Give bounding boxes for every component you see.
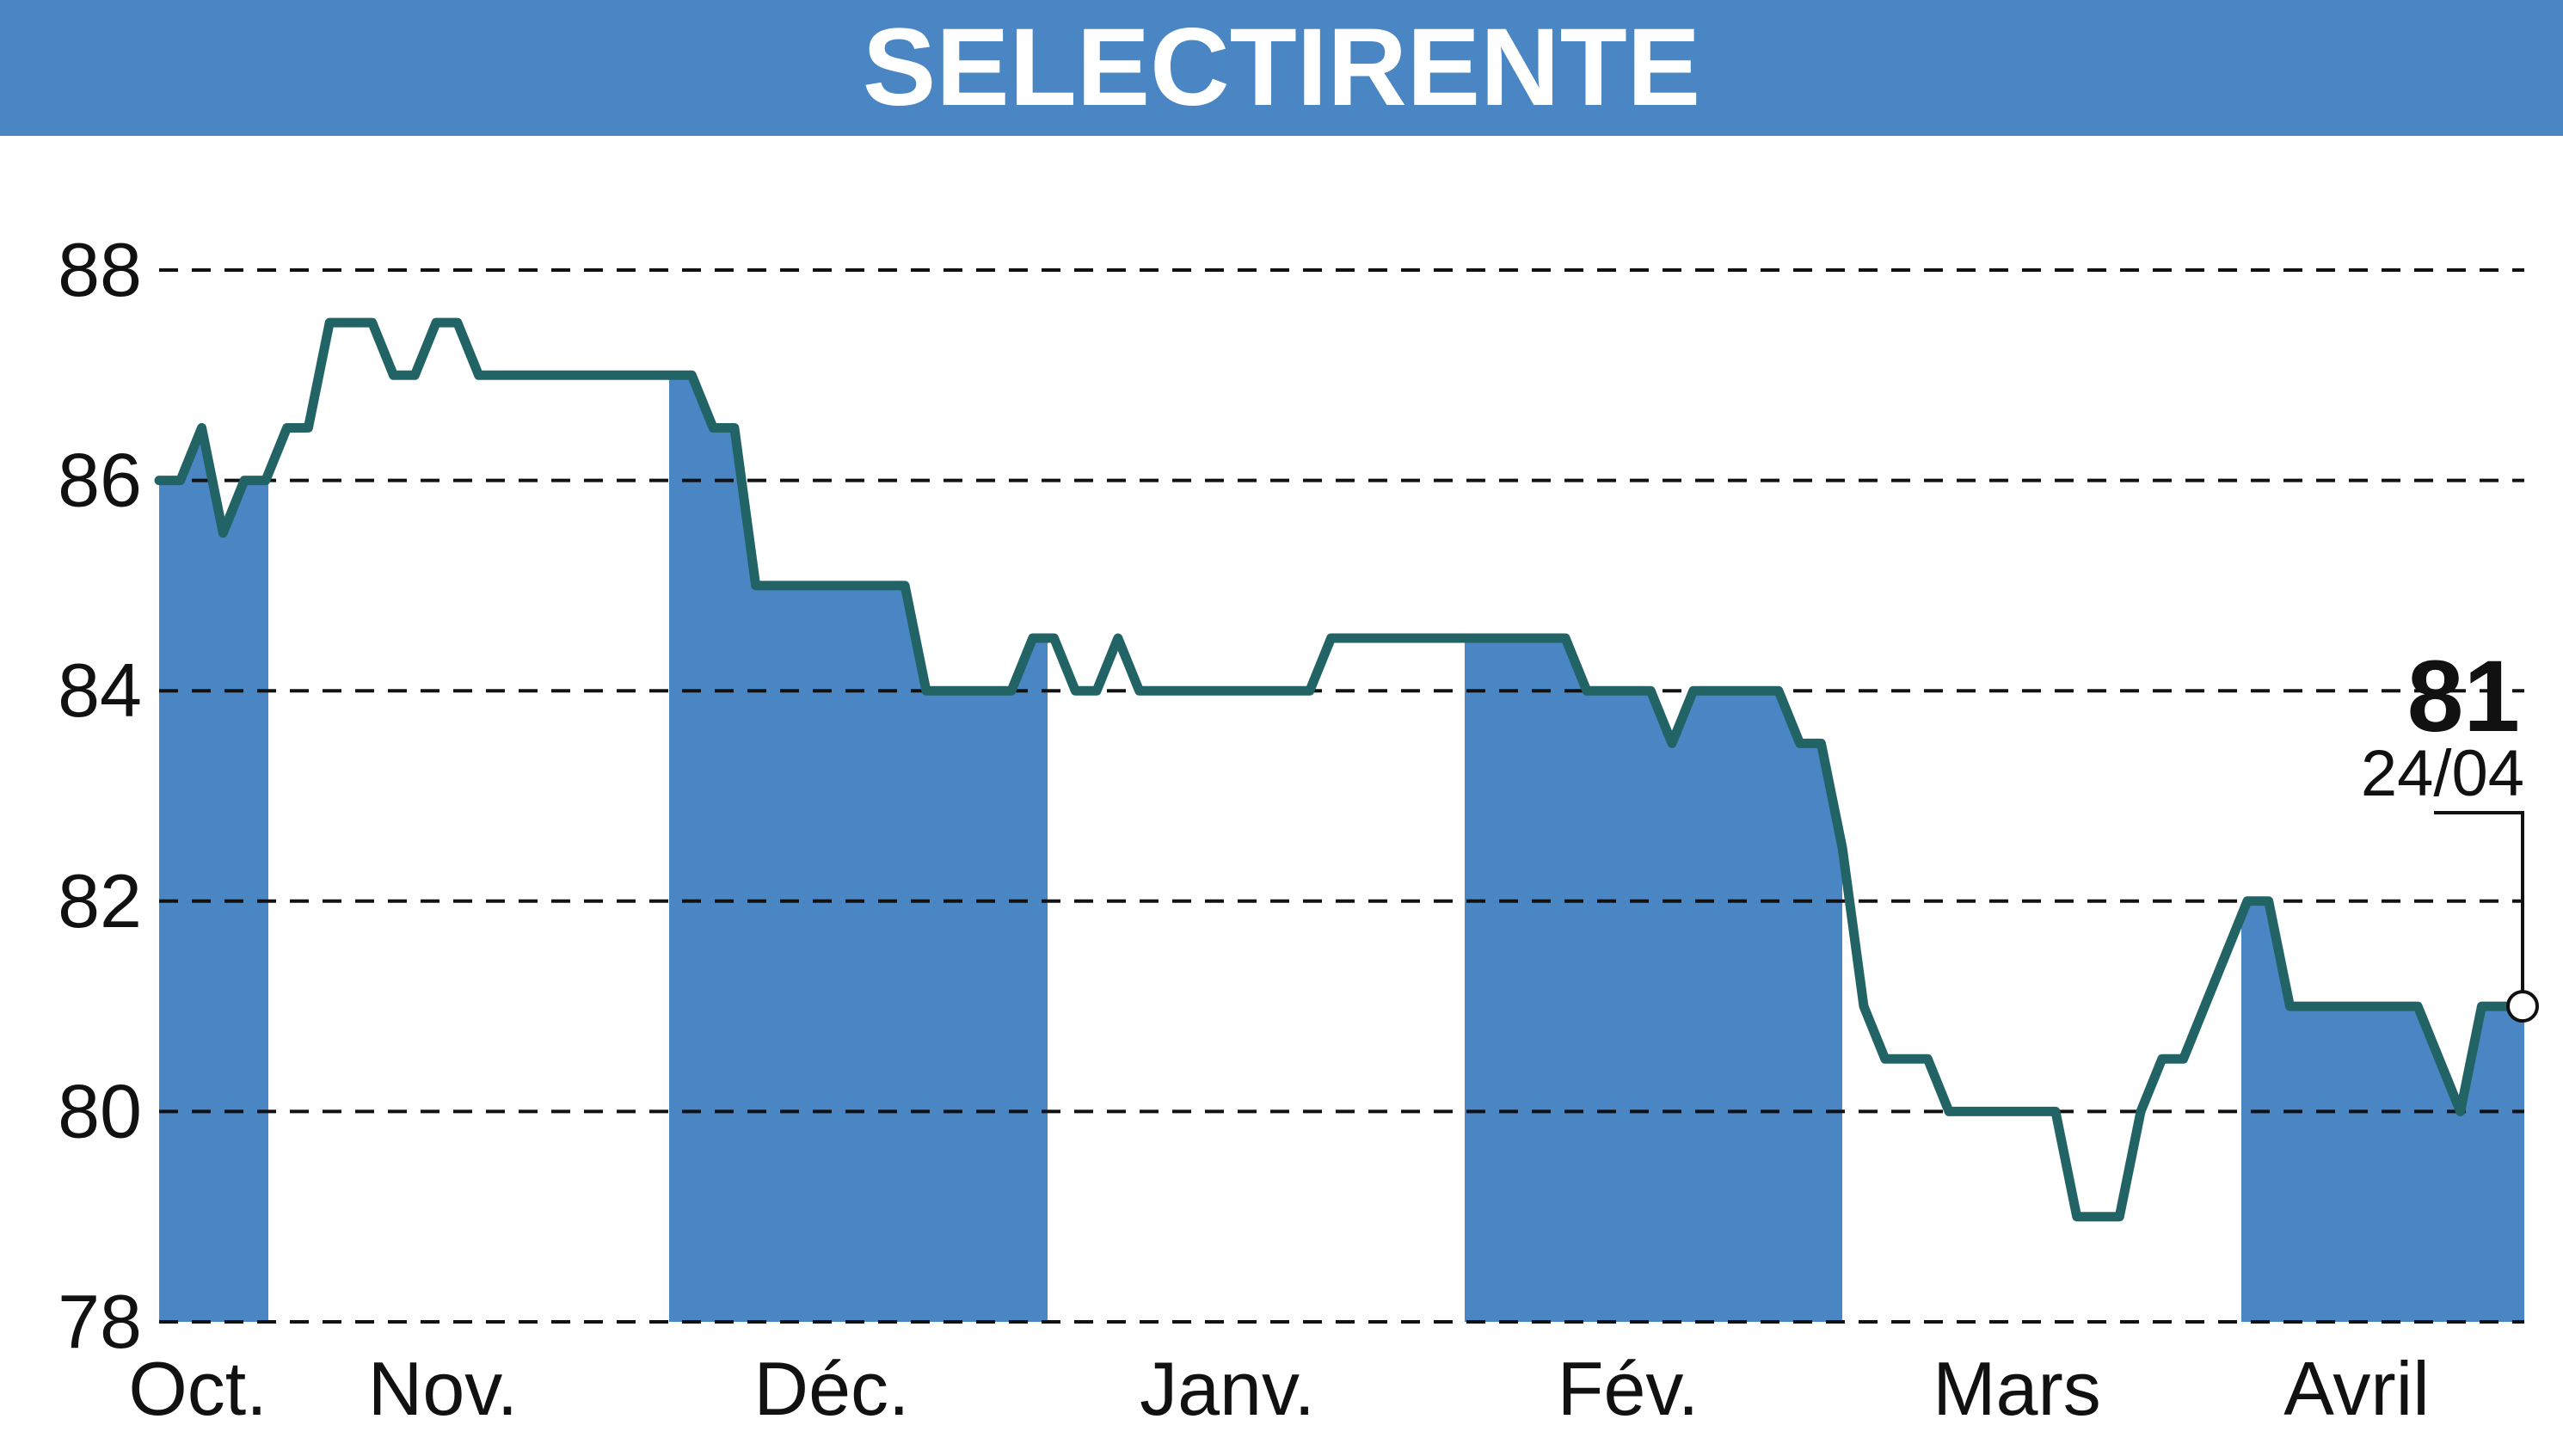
month-bands: [159, 323, 2524, 1322]
chart-title: SELECTIRENTE: [863, 6, 1700, 129]
x-tick-label: Janv.: [1140, 1346, 1315, 1431]
price-line: [154, 317, 2529, 1222]
y-tick-label: 86: [58, 438, 142, 523]
month-band: [1465, 323, 1842, 1322]
y-tick-label: 84: [58, 648, 142, 733]
gridlines: [159, 268, 2524, 1324]
x-tick-label: Déc.: [754, 1346, 910, 1431]
y-tick-label: 80: [58, 1068, 142, 1153]
y-tick-label: 88: [58, 227, 142, 312]
x-tick-label: Nov.: [368, 1346, 518, 1431]
last-point-marker: [2506, 990, 2539, 1023]
last-date-label: 24/04: [2361, 737, 2524, 810]
header-bar: [0, 0, 2563, 136]
price-line-layer: [154, 317, 2529, 1222]
y-tick-label: 78: [58, 1279, 142, 1364]
x-tick-label: Oct.: [128, 1346, 267, 1431]
x-tick-label: Avril: [2283, 1346, 2430, 1431]
x-tick-label: Fév.: [1558, 1346, 1699, 1431]
y-tick-label: 82: [58, 858, 142, 943]
y-axis-ticks: 78 80 82 84 86 88: [58, 227, 142, 1364]
x-tick-label: Mars: [1933, 1346, 2101, 1431]
x-axis-ticks: Oct. Nov. Déc. Janv. Fév. Mars Avril: [128, 1346, 2429, 1431]
last-value-label: 81: [2407, 640, 2520, 753]
month-band: [159, 323, 268, 1322]
annotation-leader: [2434, 811, 2524, 992]
